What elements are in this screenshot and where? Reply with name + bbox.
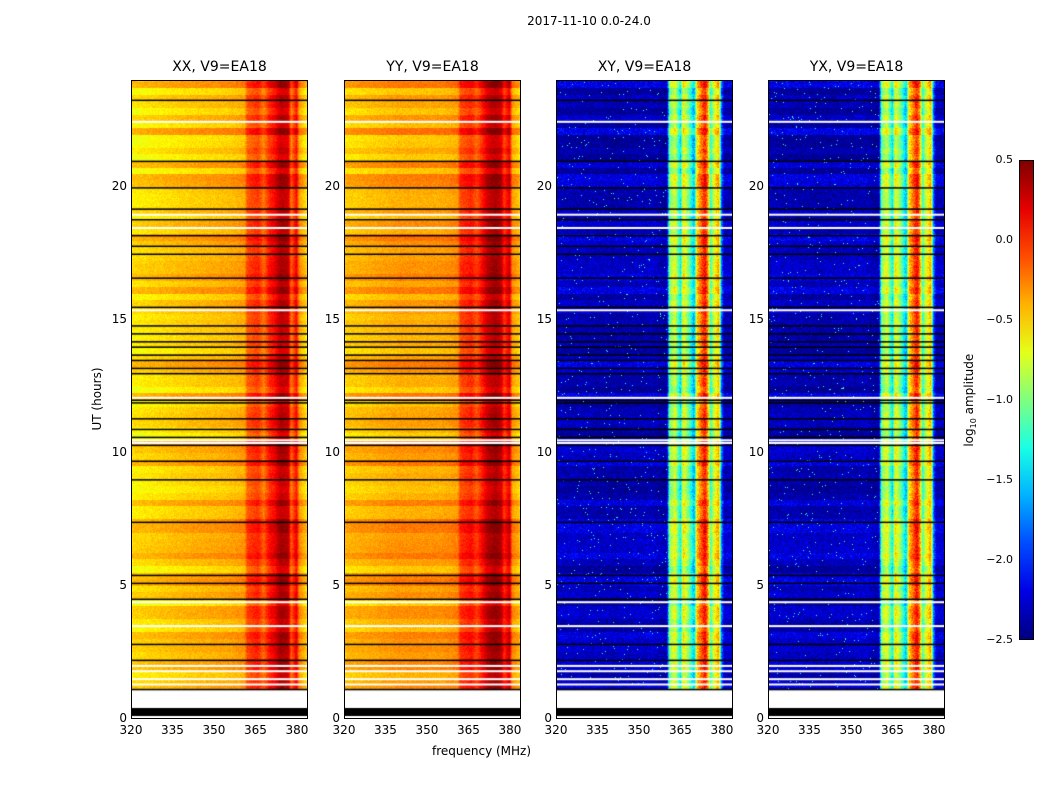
x-tick-label: 320 — [544, 723, 568, 737]
x-axis-label: frequency (MHz) — [432, 744, 532, 758]
heatmap-cells — [132, 81, 307, 718]
x-tick-label: 335 — [374, 723, 397, 737]
y-tick-label: 20 — [111, 178, 127, 193]
x-tick-label: 380 — [710, 723, 734, 737]
panel-title: YX, V9=EA18 — [809, 59, 904, 75]
colorbar-tick-label: −1.0 — [986, 393, 1013, 406]
y-tick-label: 5 — [332, 577, 340, 592]
y-tick-label: 10 — [536, 444, 552, 459]
heatmap-cells — [345, 81, 520, 718]
x-tick-label: 365 — [669, 723, 692, 737]
colorbar-tick-label: 0.0 — [995, 233, 1014, 246]
x-tick-label: 335 — [798, 723, 821, 737]
y-tick-label: 10 — [324, 444, 340, 459]
y-tick-label: 5 — [544, 577, 552, 592]
colorbar-tick-label: −1.5 — [986, 473, 1013, 486]
heatmap-panel — [344, 80, 521, 719]
panel-title: YY, V9=EA18 — [386, 59, 479, 75]
y-tick-label: 15 — [324, 311, 340, 326]
panel-title: XX, V9=EA18 — [172, 59, 267, 75]
x-tick-label: 350 — [415, 723, 439, 737]
heatmap-cells — [769, 81, 944, 718]
heatmap-panel — [768, 80, 945, 719]
y-tick-label: 10 — [111, 444, 127, 459]
heatmap-panel — [556, 80, 733, 719]
x-tick-label: 350 — [202, 723, 226, 737]
y-axis-label: UT (hours) — [90, 367, 104, 431]
y-tick-label: 0 — [544, 711, 552, 725]
x-tick-label: 350 — [627, 723, 651, 737]
x-tick-label: 335 — [161, 723, 184, 737]
heatmap-panel — [131, 80, 308, 719]
colorbar-tick-label: −2.5 — [986, 633, 1013, 646]
x-tick-label: 380 — [922, 723, 946, 737]
x-tick-label: 365 — [244, 723, 267, 737]
y-tick-label: 20 — [324, 178, 340, 193]
colorbar-tick-label: −0.5 — [986, 313, 1013, 326]
y-tick-label: 0 — [756, 711, 764, 725]
y-tick-label: 15 — [748, 311, 764, 326]
colorbar-tick-label: −2.0 — [986, 553, 1013, 566]
y-tick-label: 0 — [332, 711, 340, 725]
colorbar-tick-label: 0.5 — [995, 153, 1014, 166]
y-tick-label: 0 — [119, 711, 127, 725]
y-tick-label: 10 — [748, 444, 764, 459]
x-tick-label: 350 — [839, 723, 863, 737]
heatmap-cells — [557, 81, 732, 718]
x-tick-label: 380 — [498, 723, 522, 737]
colorbar — [1019, 160, 1034, 640]
y-tick-label: 5 — [119, 577, 127, 592]
y-tick-label: 5 — [756, 577, 764, 592]
x-tick-label: 320 — [332, 723, 356, 737]
colorbar-label: log10 amplitude — [961, 353, 979, 447]
x-tick-label: 320 — [119, 723, 143, 737]
x-tick-label: 365 — [881, 723, 904, 737]
y-tick-label: 15 — [111, 311, 127, 326]
y-tick-label: 15 — [536, 311, 552, 326]
x-tick-label: 365 — [457, 723, 480, 737]
x-tick-label: 335 — [586, 723, 609, 737]
y-tick-label: 20 — [536, 178, 552, 193]
y-tick-label: 20 — [748, 178, 764, 193]
figure-title: 2017-11-10 0.0-24.0 — [527, 14, 651, 28]
x-tick-label: 380 — [285, 723, 309, 737]
x-tick-label: 320 — [756, 723, 780, 737]
panel-title: XY, V9=EA18 — [597, 59, 692, 75]
